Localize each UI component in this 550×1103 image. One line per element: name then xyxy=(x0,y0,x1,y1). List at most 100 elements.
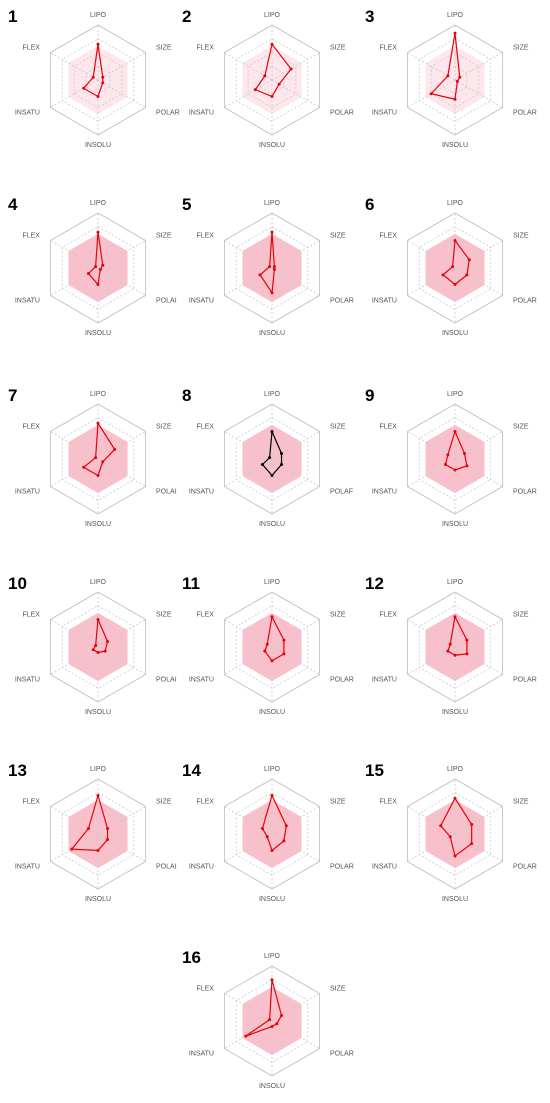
panel-number: 15 xyxy=(365,761,384,780)
spoke xyxy=(50,431,99,460)
property-point xyxy=(453,854,457,858)
property-point xyxy=(270,230,274,234)
axis-label: FLEX xyxy=(379,232,397,239)
axis-label: FLEX xyxy=(22,44,40,51)
property-point xyxy=(96,849,100,852)
axis-label: INSATU xyxy=(189,488,214,495)
spoke xyxy=(271,52,320,81)
spoke xyxy=(97,458,146,487)
axis-label: INSOLU xyxy=(259,142,285,149)
spoke xyxy=(224,1020,273,1049)
axis-label: SIZE xyxy=(330,44,346,51)
property-point xyxy=(270,474,274,477)
spoke xyxy=(50,833,99,862)
property-point xyxy=(453,283,457,286)
spoke xyxy=(407,619,456,648)
spoke xyxy=(224,806,273,835)
property-point xyxy=(429,92,433,96)
property-point xyxy=(101,75,105,79)
property-point xyxy=(268,265,272,269)
panel-number: 12 xyxy=(365,574,384,593)
property-point xyxy=(91,648,95,652)
property-point xyxy=(282,652,286,656)
property-point xyxy=(453,653,457,657)
axis-label: POLAR xyxy=(330,1050,354,1057)
property-point xyxy=(453,615,457,619)
property-point xyxy=(96,95,100,98)
grid-ring xyxy=(223,403,321,515)
axis-label: SIZE xyxy=(156,611,172,618)
property-point xyxy=(270,849,274,852)
spoke xyxy=(454,806,503,835)
property-point xyxy=(451,265,455,269)
spoke xyxy=(271,806,320,835)
property-point xyxy=(96,794,100,797)
panel-number: 5 xyxy=(182,195,191,214)
spoke xyxy=(97,619,146,648)
axis-label: LIPO xyxy=(90,391,107,398)
axis-label: INSATU xyxy=(372,863,397,870)
axis-label: INSOLU xyxy=(442,709,468,716)
property-point xyxy=(96,283,100,286)
property-point xyxy=(106,827,110,830)
property-point xyxy=(260,463,264,466)
spoke xyxy=(271,619,320,648)
axis-label: LIPO xyxy=(447,579,464,586)
axis-label: FLEX xyxy=(196,611,214,618)
radar-panel: LIPO SIZE POLAR INSOLU INSATU FLEX 12 xyxy=(365,574,537,716)
axis-label: INSOLU xyxy=(259,709,285,716)
property-point xyxy=(82,86,86,90)
property-point xyxy=(446,649,450,653)
grid-ring xyxy=(73,619,123,675)
radar-panel: LIPO SIZE POLAR INSOLU INSATU FLEX 6 xyxy=(365,195,537,337)
radar-panel: LIPO SIZE POLAR INSOLU INSATU FLEX 16 xyxy=(182,948,354,1090)
grid-ring xyxy=(223,212,321,324)
property-point xyxy=(465,273,469,277)
property-point xyxy=(458,75,462,79)
property-point xyxy=(448,835,452,839)
property-point xyxy=(96,42,100,46)
axis-label: INSOLU xyxy=(442,142,468,149)
axis-label: LIPO xyxy=(264,200,281,207)
grid-ring xyxy=(223,965,321,1077)
spoke xyxy=(97,431,146,460)
axis-label: FLEX xyxy=(196,44,214,51)
spoke xyxy=(454,458,503,487)
spoke xyxy=(97,267,146,296)
axis-label: SIZE xyxy=(156,423,172,430)
axis-label: INSOLU xyxy=(85,709,111,716)
axis-label: FLEX xyxy=(379,611,397,618)
axis-label: INSATU xyxy=(15,676,40,683)
grid-ring xyxy=(73,431,123,487)
spoke xyxy=(454,619,503,648)
property-point xyxy=(270,430,274,433)
axis-label: INSATU xyxy=(15,109,40,116)
axis-label: FLEX xyxy=(196,232,214,239)
grid-ring xyxy=(73,806,123,862)
grid-ring xyxy=(430,431,480,487)
property-point xyxy=(94,456,98,460)
spoke xyxy=(454,267,503,296)
grid-ring xyxy=(49,212,147,324)
property-point xyxy=(270,1025,274,1028)
property-point xyxy=(103,649,107,653)
grid-ring xyxy=(73,52,123,108)
spoke xyxy=(271,1020,320,1049)
spoke xyxy=(97,240,146,269)
property-point xyxy=(455,79,459,83)
radar-panel: LIPO SIZE POLAI INSOLU INSATU FLEX 13 xyxy=(8,761,177,903)
spoke xyxy=(50,240,99,269)
grid-ring xyxy=(430,619,480,675)
radar-panel: LIPO SIZE POLAR INSOLU INSATU FLEX 3 xyxy=(365,7,537,149)
radar-panel: LIPO SIZE POLAR INSOLU INSATU FLEX 2 xyxy=(182,7,354,149)
property-point xyxy=(453,796,457,800)
property-point xyxy=(98,267,102,271)
spoke xyxy=(50,52,99,81)
axis-label: SIZE xyxy=(513,611,529,618)
property-point xyxy=(443,463,447,466)
axis-label: FLEX xyxy=(22,423,40,430)
property-point xyxy=(453,239,457,242)
axis-label: SIZE xyxy=(330,423,346,430)
property-point xyxy=(96,230,100,234)
